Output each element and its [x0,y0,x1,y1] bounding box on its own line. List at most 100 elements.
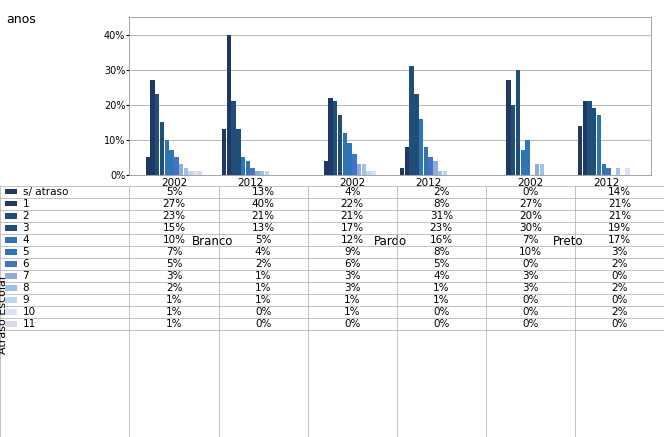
Text: 0%: 0% [612,319,627,329]
Text: 22%: 22% [341,199,364,209]
Bar [5,309,17,315]
Text: 27%: 27% [163,199,185,209]
Bar [5,189,17,194]
Text: 5%: 5% [166,259,183,269]
Text: 4%: 4% [433,271,450,281]
Bar [433,161,438,175]
Bar [260,171,264,175]
Text: 11: 11 [23,319,36,329]
Text: 0%: 0% [522,307,539,317]
Text: 23%: 23% [163,211,185,221]
Text: 8%: 8% [433,247,450,257]
Text: 8%: 8% [433,199,450,209]
Bar [328,98,333,175]
Text: 3%: 3% [344,283,361,293]
Text: 1: 1 [23,199,29,209]
Bar [265,171,269,175]
Text: 19%: 19% [608,223,631,233]
Bar [443,171,447,175]
Text: 0%: 0% [612,295,627,305]
Text: 1%: 1% [255,271,272,281]
Bar [155,94,159,175]
Text: 5%: 5% [166,187,183,197]
Text: 1%: 1% [166,307,183,317]
Text: 0%: 0% [433,307,450,317]
Text: 4%: 4% [344,187,361,197]
Text: 2%: 2% [433,187,450,197]
Bar [222,129,226,175]
Bar [588,101,592,175]
Text: 0%: 0% [344,319,361,329]
Text: 0%: 0% [255,319,272,329]
Text: 3%: 3% [166,271,183,281]
Text: 7%: 7% [166,247,183,257]
Bar [438,171,442,175]
Bar [419,119,423,175]
Bar [236,129,240,175]
Text: 1%: 1% [166,319,183,329]
Text: 1%: 1% [166,295,183,305]
Text: 17%: 17% [341,223,364,233]
Text: 8: 8 [23,283,29,293]
Text: 6: 6 [23,259,29,269]
Bar [5,225,17,231]
Bar [160,122,164,175]
Bar [333,101,337,175]
Text: Atraso Escolar: Atraso Escolar [0,275,9,354]
Bar [226,35,231,175]
Text: 1%: 1% [433,295,450,305]
Bar [193,171,198,175]
Bar [352,154,357,175]
Bar [189,171,193,175]
Text: 10: 10 [23,307,36,317]
Text: 4: 4 [23,235,29,245]
Bar [5,273,17,279]
Text: 5: 5 [23,247,29,257]
Text: 3%: 3% [611,247,627,257]
Bar [578,126,582,175]
Bar [582,101,587,175]
Text: 1%: 1% [255,283,272,293]
Bar [255,171,260,175]
Bar [5,201,17,207]
Text: 21%: 21% [341,211,364,221]
Bar [525,140,530,175]
Text: 0%: 0% [522,259,539,269]
Text: 21%: 21% [608,199,631,209]
Text: 0%: 0% [255,307,272,317]
Bar [231,101,236,175]
Bar [371,171,376,175]
Bar [535,164,539,175]
Bar [506,80,511,175]
Bar [511,105,515,175]
Bar [5,322,17,327]
Text: 9: 9 [23,295,29,305]
Bar [145,157,150,175]
Text: 21%: 21% [608,211,631,221]
Text: 13%: 13% [252,187,275,197]
Bar [150,80,155,175]
Text: 4%: 4% [255,247,272,257]
Bar [343,133,347,175]
Text: 7%: 7% [522,235,539,245]
Bar [338,115,342,175]
Bar [347,143,352,175]
Text: 12%: 12% [341,235,364,245]
Bar [198,171,203,175]
Bar [540,164,544,175]
Text: 2%: 2% [611,283,627,293]
Text: 0%: 0% [612,271,627,281]
Bar [625,168,630,175]
Text: 40%: 40% [252,199,275,209]
Text: 3%: 3% [344,271,361,281]
Bar [5,285,17,291]
Text: 5%: 5% [433,259,450,269]
Text: 27%: 27% [519,199,542,209]
Bar [400,168,404,175]
Bar [616,168,620,175]
Text: 10%: 10% [163,235,185,245]
Bar [362,164,366,175]
Bar [5,298,17,303]
Text: 23%: 23% [430,223,453,233]
Text: 1%: 1% [433,283,450,293]
